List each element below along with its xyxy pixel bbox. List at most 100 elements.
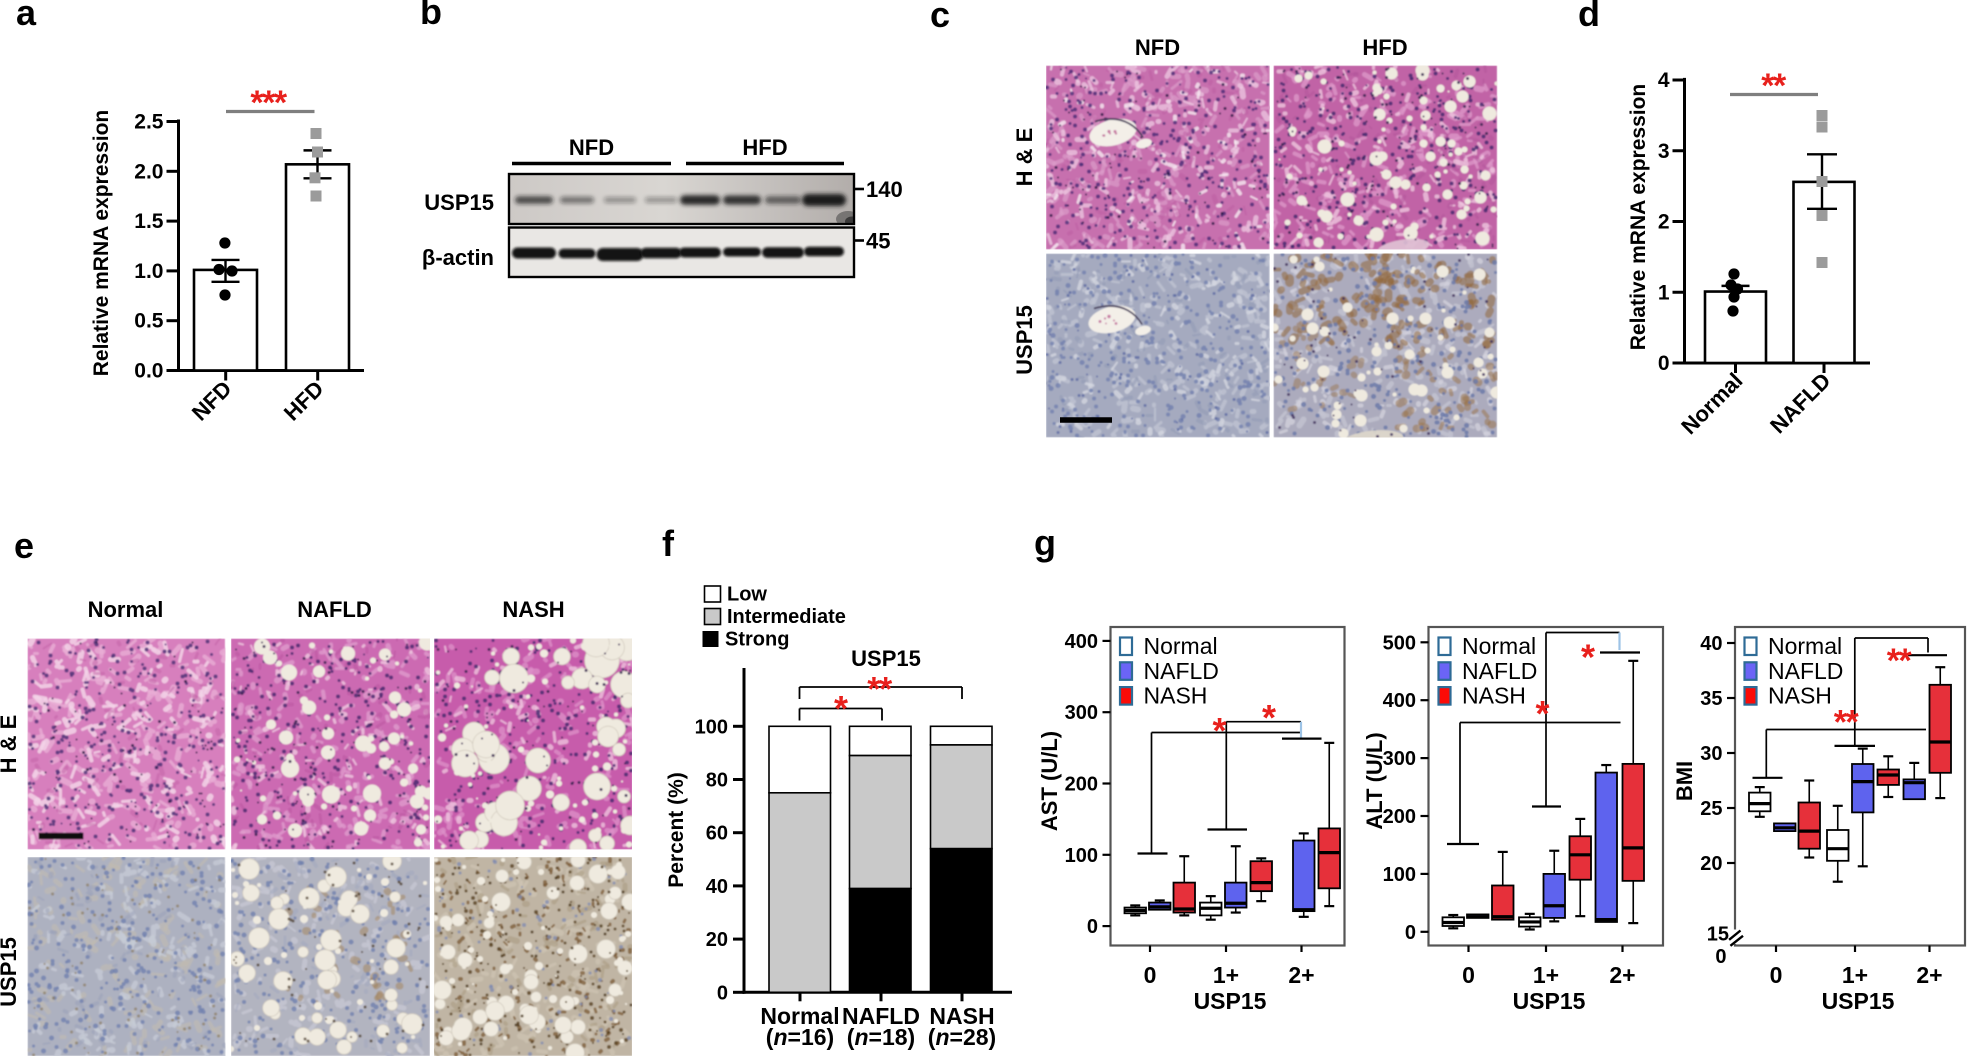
- svg-text:USP15: USP15: [1194, 988, 1267, 1014]
- svg-text:*: *: [834, 688, 848, 729]
- svg-text:BMI: BMI: [1672, 761, 1697, 801]
- svg-text:Relative mRNA expression: Relative mRNA expression: [90, 110, 113, 377]
- svg-text:Normal: Normal: [1676, 368, 1747, 439]
- svg-text:30: 30: [1700, 743, 1722, 765]
- svg-text:*: *: [1262, 697, 1276, 738]
- svg-text:Normal: Normal: [88, 597, 164, 622]
- svg-text:Relative mRNA expression: Relative mRNA expression: [1627, 84, 1650, 351]
- svg-text:HFD: HFD: [742, 135, 787, 160]
- svg-text:40: 40: [1700, 633, 1722, 655]
- svg-text:*: *: [1212, 710, 1226, 751]
- svg-text:20: 20: [706, 929, 728, 951]
- svg-text:c: c: [930, 0, 950, 35]
- svg-text:USP15: USP15: [424, 190, 494, 215]
- svg-text:3: 3: [1658, 140, 1670, 163]
- svg-text:(n=18): (n=18): [847, 1024, 915, 1050]
- svg-text:200: 200: [1065, 774, 1098, 796]
- svg-text:2+: 2+: [1288, 962, 1314, 988]
- svg-text:20: 20: [1700, 853, 1722, 875]
- svg-text:0: 0: [1087, 916, 1098, 938]
- svg-text:100: 100: [1383, 864, 1416, 886]
- svg-text:300: 300: [1383, 748, 1416, 770]
- svg-text:0: 0: [1144, 962, 1157, 988]
- svg-text:NAFLD: NAFLD: [1462, 658, 1537, 684]
- svg-text:USP15: USP15: [1012, 305, 1037, 375]
- svg-text:**: **: [867, 671, 893, 709]
- svg-text:ALT (U/L): ALT (U/L): [1362, 732, 1387, 829]
- svg-text:1: 1: [1658, 281, 1670, 304]
- svg-text:**: **: [1887, 642, 1913, 680]
- svg-text:300: 300: [1065, 702, 1098, 724]
- svg-text:500: 500: [1383, 632, 1416, 654]
- svg-text:NAFLD: NAFLD: [297, 597, 372, 622]
- svg-text:Normal: Normal: [1462, 633, 1536, 659]
- svg-text:NASH: NASH: [502, 597, 564, 622]
- svg-text:0.0: 0.0: [134, 360, 163, 383]
- svg-text:(n=28): (n=28): [928, 1024, 996, 1050]
- svg-text:0.5: 0.5: [134, 310, 164, 333]
- svg-text:15: 15: [1707, 924, 1729, 946]
- svg-text:NASH: NASH: [1144, 683, 1208, 709]
- svg-text:NAFLD: NAFLD: [1144, 658, 1219, 684]
- svg-text:e: e: [14, 525, 34, 566]
- svg-text:100: 100: [695, 716, 728, 738]
- svg-text:0: 0: [1658, 352, 1670, 375]
- svg-text:NAFLD: NAFLD: [842, 1003, 920, 1029]
- svg-text:35: 35: [1700, 688, 1722, 710]
- svg-text:NASH: NASH: [1462, 683, 1526, 709]
- svg-text:Low: Low: [727, 584, 767, 606]
- svg-text:25: 25: [1700, 798, 1722, 820]
- svg-text:2.5: 2.5: [134, 111, 164, 134]
- svg-text:2+: 2+: [1916, 962, 1942, 988]
- svg-text:45: 45: [866, 229, 890, 254]
- svg-text:2: 2: [1658, 211, 1670, 234]
- svg-text:a: a: [16, 0, 37, 33]
- svg-text:**: **: [1761, 67, 1787, 105]
- svg-text:40: 40: [706, 876, 728, 898]
- svg-text:60: 60: [706, 823, 728, 845]
- svg-text:Normal: Normal: [1144, 633, 1218, 659]
- svg-text:2+: 2+: [1609, 962, 1635, 988]
- svg-text:Normal: Normal: [1768, 633, 1842, 659]
- svg-text:USP15: USP15: [1513, 988, 1586, 1014]
- svg-text:4: 4: [1658, 69, 1670, 92]
- svg-text:g: g: [1034, 522, 1056, 563]
- svg-text:USP15: USP15: [851, 646, 921, 671]
- svg-text:100: 100: [1065, 845, 1098, 867]
- svg-text:0: 0: [1405, 922, 1416, 944]
- svg-text:H & E: H & E: [1012, 128, 1037, 187]
- svg-text:200: 200: [1383, 806, 1416, 828]
- svg-text:1.0: 1.0: [134, 260, 163, 283]
- svg-text:Intermediate: Intermediate: [727, 606, 846, 628]
- svg-text:80: 80: [706, 770, 728, 792]
- svg-text:*: *: [1581, 637, 1595, 678]
- svg-text:Strong: Strong: [725, 629, 789, 651]
- svg-text:NFD: NFD: [569, 135, 614, 160]
- svg-text:NAFLD: NAFLD: [1768, 658, 1843, 684]
- svg-text:b: b: [420, 0, 442, 32]
- svg-text:H & E: H & E: [0, 715, 21, 774]
- svg-text:1+: 1+: [1533, 962, 1559, 988]
- svg-text:Percent (%): Percent (%): [665, 772, 688, 888]
- svg-text:0: 0: [1770, 962, 1783, 988]
- svg-text:400: 400: [1065, 631, 1098, 653]
- svg-text:HFD: HFD: [1362, 35, 1407, 60]
- svg-text:NAFLD: NAFLD: [1765, 368, 1835, 438]
- svg-text:HFD: HFD: [279, 376, 329, 426]
- svg-text:NFD: NFD: [1135, 35, 1180, 60]
- svg-text:**: **: [1834, 704, 1860, 742]
- svg-text:AST (U/L): AST (U/L): [1037, 731, 1062, 831]
- svg-text:1+: 1+: [1842, 962, 1868, 988]
- svg-text:(n=16): (n=16): [766, 1024, 834, 1050]
- svg-text:USP15: USP15: [1822, 988, 1895, 1014]
- svg-text:0: 0: [1462, 962, 1475, 988]
- svg-text:NASH: NASH: [1768, 683, 1832, 709]
- svg-text:NASH: NASH: [929, 1003, 994, 1029]
- svg-text:0: 0: [717, 982, 728, 1004]
- svg-text:140: 140: [866, 177, 903, 202]
- svg-text:Normal: Normal: [760, 1003, 839, 1029]
- svg-text:USP15: USP15: [0, 937, 21, 1007]
- svg-text:β-actin: β-actin: [422, 245, 494, 270]
- svg-text:0: 0: [1715, 946, 1726, 968]
- svg-text:f: f: [662, 523, 675, 564]
